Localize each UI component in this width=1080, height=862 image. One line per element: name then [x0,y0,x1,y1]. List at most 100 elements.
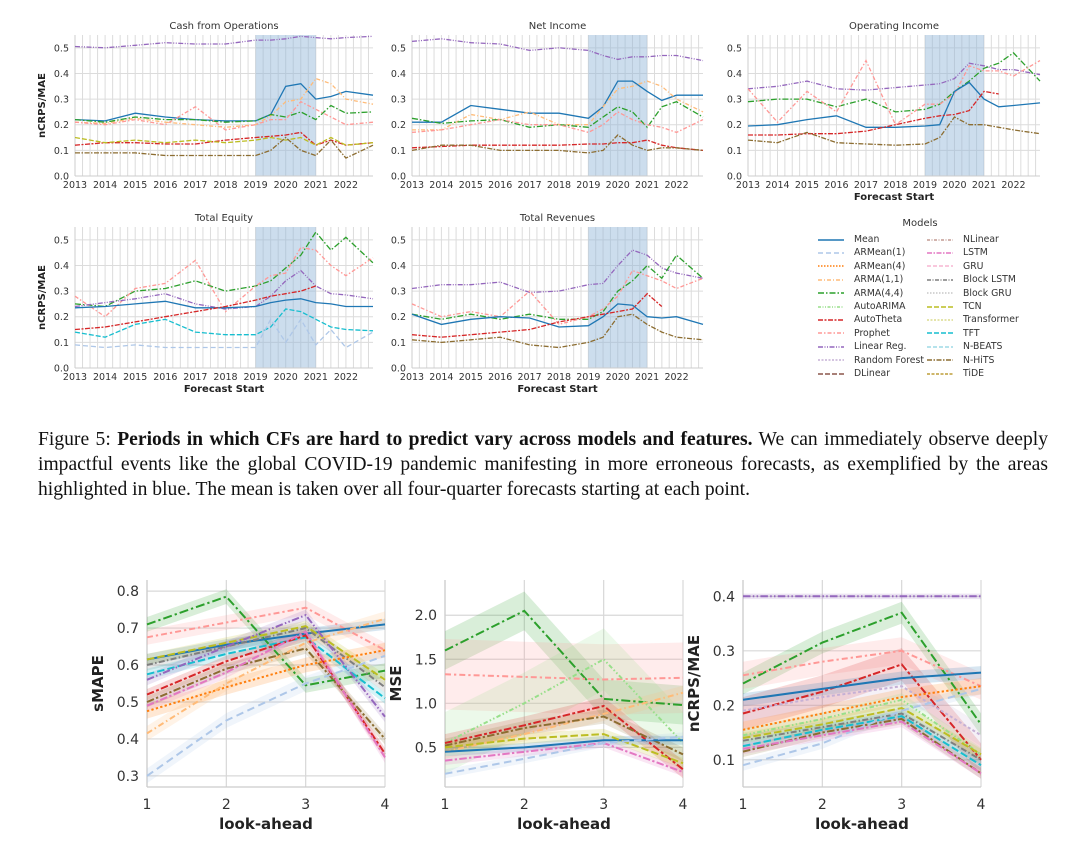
y-axis-label: nCRPS/MAE [37,265,48,330]
confidence-band [147,622,385,693]
legend-line-swatch [818,332,844,335]
legend-item: ARMean(1) [818,246,905,259]
confidence-band [445,639,683,715]
y-tick-label: 2.0 [415,608,437,624]
x-axis-label: Forecast Start [517,384,598,395]
series-line [411,249,704,294]
legend-item: ARMA(1,1) [818,273,903,286]
x-tick-label: 2019 [576,372,600,383]
series-line [411,292,663,338]
legend-line-swatch [818,278,844,281]
legend-line-swatch [818,359,844,361]
x-tick-label: 2016 [153,372,177,383]
legend-item: DLinear [818,367,890,380]
x-tick-label: 2021 [635,180,659,191]
x-tick-label: 2022 [664,180,688,191]
legend-line-swatch [818,265,844,268]
series-line [146,649,386,713]
series-line [444,741,684,773]
confidence-band [147,648,385,784]
series-line [146,654,386,777]
y-tick-label: 0.3 [391,287,406,298]
caption-label: Figure 5: [38,429,111,450]
series-line [742,712,982,761]
confidence-band [743,637,981,700]
legend-label: ARMean(1) [854,247,906,259]
caption-bold: Periods in which CFs are hard to predict… [117,429,753,450]
x-tick-label: 3 [897,797,906,813]
legend-item: N-BEATS [927,340,1002,353]
legend-label: ARMean(4) [854,260,906,272]
x-tick-label: 2 [222,797,231,813]
confidence-band [445,697,683,779]
legend-item: AutoARIMA [818,300,906,313]
series-line [411,139,704,152]
series-line [74,285,317,331]
legend-line-swatch [927,332,953,335]
x-tick-label: 2018 [213,372,237,383]
chart-panel-2: 2013 2014 2015 2016 2017 2018 2019 2020 2021 2022… [727,21,1041,203]
legend-item: LSTM [927,246,988,259]
y-axis-label: MSE [387,666,405,702]
y-tick-label: 0.0 [54,364,69,375]
confidence-band [147,642,385,745]
covid-highlight-region [924,35,984,176]
legend-label: TCN [963,301,982,312]
legend-label: AutoARIMA [854,301,906,312]
legend-line-swatch [927,278,953,281]
x-tick-label: 4 [977,797,986,813]
series-line [411,269,704,326]
legend-item: Linear Reg. [818,340,906,353]
series-line [444,658,684,744]
series-line [411,134,704,154]
y-tick-label: 0.4 [391,69,406,80]
legend-label: N-BEATS [963,341,1003,353]
caption-text: We can immediately observe deeply impact… [38,429,1049,500]
legend-label: TFT [963,327,980,339]
legend-item: Block GRU [927,287,1012,300]
confidence-band [445,728,683,769]
y-tick-label: 0.4 [117,732,139,748]
series-line [146,617,386,735]
x-tick-label: 2014 [93,180,117,191]
x-tick-label: 2013 [400,372,424,383]
legend-item: Transformer [927,313,1019,326]
series-line [146,634,386,755]
chart-panel-4: 2013 2014 2015 2016 2017 2018 2019 2020 2021 2022… [391,213,704,395]
legend-line-swatch [818,305,844,308]
x-tick-label: 2014 [765,180,789,191]
series-line [74,298,373,309]
series-line [444,715,684,756]
x-tick-label: 2021 [304,372,328,383]
x-tick-label: 1 [143,797,152,813]
y-tick-label: 0.4 [391,261,406,272]
confidence-band [743,675,981,747]
series-line [444,739,683,753]
legend-item: Mean [818,233,879,246]
series-line [74,269,374,310]
y-tick-label: 0.2 [54,120,69,131]
legend-item: NLinear [927,233,999,246]
y-tick-label: 0.1 [713,753,735,769]
series-line [747,59,1041,126]
y-axis-label: sMAPE [89,655,107,712]
confidence-band [743,693,981,761]
x-tick-label: 2017 [517,180,541,191]
legend-line-swatch [927,305,953,308]
series-line [146,627,386,689]
covid-highlight-region [588,227,648,368]
y-tick-label: 0.6 [117,658,139,674]
y-tick-label: 0.2 [713,698,735,714]
x-tick-label: 2018 [213,180,237,191]
y-tick-label: 0.1 [727,146,742,157]
x-tick-label: 2022 [664,372,688,383]
legend-line-swatch [927,345,953,348]
series-line [742,720,982,775]
legend-title: Models [902,218,938,229]
legend-label: N-HiTS [963,354,995,366]
series-line [411,38,704,62]
confidence-band [147,611,385,741]
y-tick-label: 0.5 [54,235,69,246]
legend-item: Block LSTM [927,273,1016,286]
legend-label: TiDE [963,368,985,379]
